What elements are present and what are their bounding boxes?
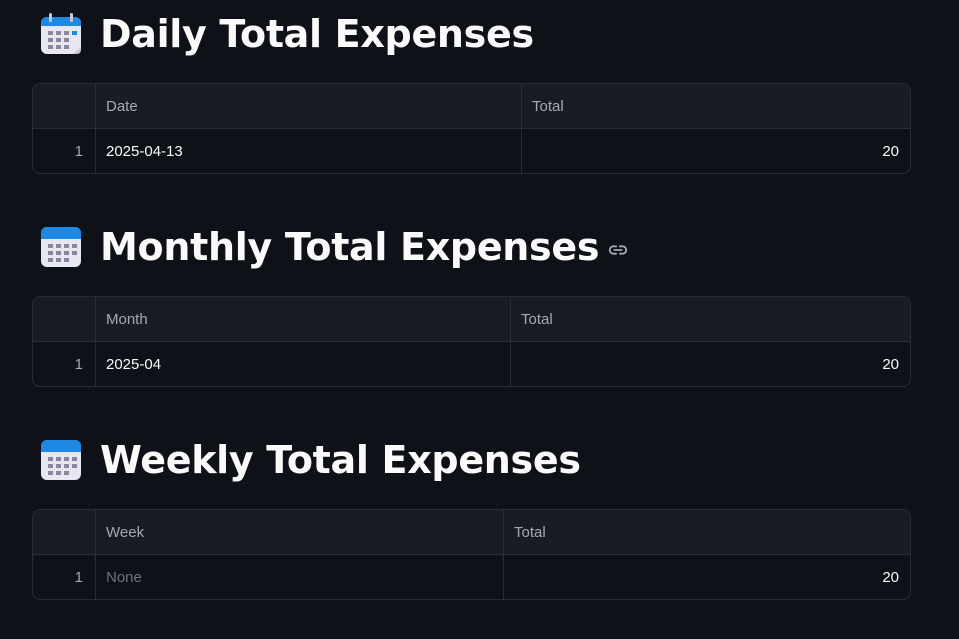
monthly-expenses-section: Monthly Total Expenses Month Total 1 202… [32, 222, 911, 387]
monthly-table[interactable]: Month Total 1 2025-04 20 [32, 296, 911, 387]
index-header[interactable] [33, 297, 96, 341]
row-index[interactable]: 1 [33, 129, 96, 173]
monthly-heading: Monthly Total Expenses [38, 222, 911, 272]
daily-table[interactable]: Date Total 1 2025-04-13 20 [32, 83, 911, 174]
month-cell[interactable]: 2025-04 [96, 342, 511, 386]
total-cell[interactable]: 20 [882, 355, 899, 373]
index-header[interactable] [33, 84, 96, 128]
weekly-heading: Weekly Total Expenses [38, 435, 911, 485]
column-header-week[interactable]: Week [96, 510, 504, 554]
table-row: 1 2025-04 20 [33, 342, 910, 386]
date-cell[interactable]: 2025-04-13 [96, 129, 522, 173]
daily-heading: Daily Total Expenses [38, 9, 911, 59]
total-cell[interactable]: 20 [882, 568, 899, 586]
total-cell[interactable]: 20 [882, 142, 899, 160]
link-icon[interactable] [607, 239, 629, 261]
calendar-icon [41, 227, 81, 267]
column-header-total[interactable]: Total [532, 97, 564, 115]
index-header[interactable] [33, 510, 96, 554]
calendar-icon [41, 13, 81, 54]
column-header-total[interactable]: Total [521, 310, 553, 328]
page-title-daily: Daily Total Expenses [100, 12, 534, 56]
column-header-month[interactable]: Month [96, 297, 511, 341]
page-title-monthly: Monthly Total Expenses [100, 225, 600, 269]
table-row: 1 2025-04-13 20 [33, 129, 910, 173]
table-row: 1 None 20 [33, 555, 910, 599]
week-cell[interactable]: None [96, 555, 504, 599]
weekly-table[interactable]: Week Total 1 None 20 [32, 509, 911, 600]
table-header-row: Date Total [33, 84, 910, 129]
table-header-row: Month Total [33, 297, 910, 342]
column-header-total[interactable]: Total [514, 523, 546, 541]
table-header-row: Week Total [33, 510, 910, 555]
page-title-weekly: Weekly Total Expenses [100, 438, 581, 482]
calendar-icon [41, 440, 81, 480]
row-index[interactable]: 1 [33, 555, 96, 599]
daily-expenses-section: Daily Total Expenses Date Total 1 2025-0… [32, 9, 911, 174]
weekly-expenses-section: Weekly Total Expenses Week Total 1 None … [32, 435, 911, 600]
row-index[interactable]: 1 [33, 342, 96, 386]
column-header-date[interactable]: Date [96, 84, 522, 128]
